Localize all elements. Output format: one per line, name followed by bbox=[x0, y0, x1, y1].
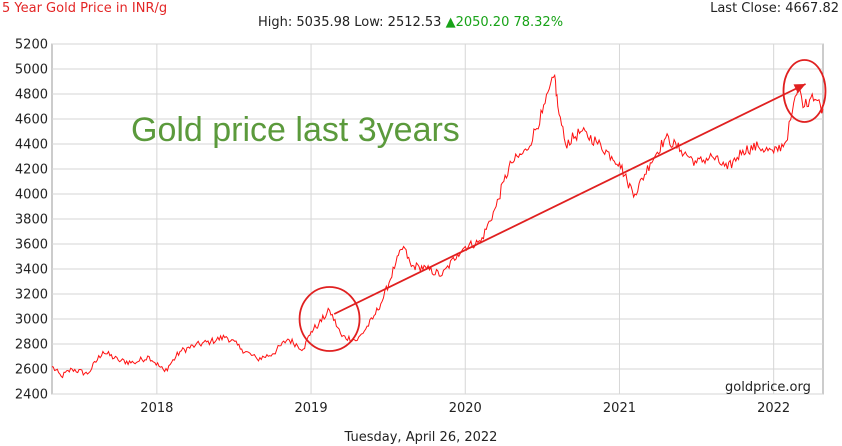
y-axis: 2400 2600 2800 3000 3200 3400 3600 3800 4000 4200… bbox=[15, 38, 48, 403]
footer-date: Tuesday, April 26, 2022 bbox=[344, 430, 498, 445]
x-tick-label: 2020 bbox=[449, 401, 482, 416]
x-tick-label: 2022 bbox=[757, 401, 790, 416]
y-tick-label: 4000 bbox=[15, 188, 48, 203]
y-tick-label: 3400 bbox=[15, 263, 48, 278]
y-tick-label: 3000 bbox=[15, 313, 48, 328]
x-tick-label: 2019 bbox=[295, 401, 328, 416]
high-low-stats: High: 5035.98 Low: 2512.53 bbox=[258, 15, 442, 30]
y-tick-label: 2600 bbox=[15, 363, 48, 378]
y-tick-label: 4400 bbox=[15, 138, 48, 153]
x-axis: 2018 2019 2020 2021 2022 bbox=[140, 401, 790, 416]
y-tick-label: 2800 bbox=[15, 338, 48, 353]
change-stats: ▲2050.20 78.32% bbox=[445, 15, 564, 30]
y-tick-label: 3600 bbox=[15, 238, 48, 253]
y-tick-label: 4200 bbox=[15, 163, 48, 178]
trend-arrowhead bbox=[793, 84, 806, 94]
trend-arrow bbox=[333, 83, 806, 315]
grid-lines bbox=[51, 43, 824, 395]
trend-annotation bbox=[298, 59, 827, 352]
y-tick-label: 3800 bbox=[15, 213, 48, 228]
gold-price-line bbox=[51, 73, 824, 379]
last-close-label: Last Close: 4667.82 bbox=[710, 1, 839, 16]
y-tick-label: 4600 bbox=[15, 113, 48, 128]
y-tick-label: 2400 bbox=[15, 388, 48, 403]
highlight-circle-2022 bbox=[782, 59, 827, 123]
x-tick-label: 2021 bbox=[603, 401, 636, 416]
highlight-circle-2019 bbox=[298, 286, 361, 352]
chart-title: 5 Year Gold Price in INR/g bbox=[2, 1, 168, 16]
annotation-text: Gold price last 3years bbox=[131, 111, 460, 149]
y-tick-label: 5000 bbox=[15, 63, 48, 78]
x-tick-label: 2018 bbox=[140, 401, 173, 416]
y-tick-label: 3200 bbox=[15, 288, 48, 303]
y-tick-label: 5200 bbox=[15, 38, 48, 53]
y-tick-label: 4800 bbox=[15, 88, 48, 103]
source-credit: goldprice.org bbox=[725, 380, 811, 395]
price-stats: High: 5035.98 Low: 2512.53 ▲2050.20 78.3… bbox=[258, 15, 563, 30]
